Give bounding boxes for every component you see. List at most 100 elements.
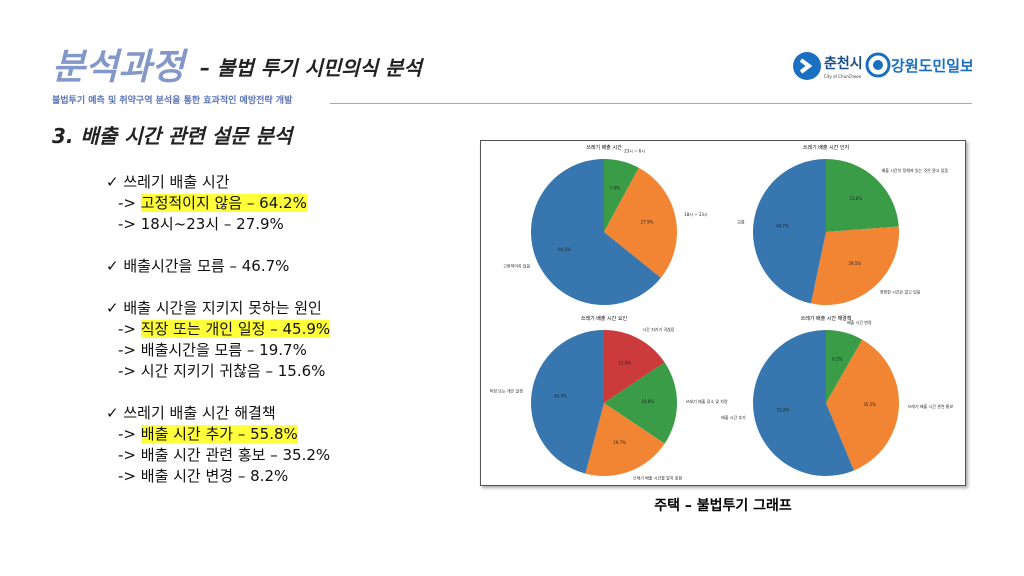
- pie-slice: [585, 403, 665, 476]
- item-text: 직장 또는 개인 일정 – 45.9%: [140, 320, 331, 338]
- caption: 주택 – 불법투기 그래프: [654, 498, 792, 514]
- arrow: ->: [118, 320, 136, 338]
- bullet-item: -> 직장 또는 개인 일정 – 45.9%: [106, 319, 331, 340]
- pie-slice: [604, 159, 639, 232]
- arrow: ->: [118, 446, 136, 464]
- bullet-group: ✓ 배출시간을 모름 – 46.7%: [106, 256, 330, 277]
- bullet-heading: ✓ 쓰레기 배출 시간 해결책: [106, 403, 330, 424]
- slice-value-label: 29.5%: [849, 261, 862, 266]
- tagline: 불법투기 예측 및 취약구역 분석을 통한 효과적인 예방전략 개발: [52, 96, 293, 106]
- bullet-group: ✓ 배출 시간을 지키지 못하는 원인 -> 직장 또는 개인 일정 – 45.9…: [106, 298, 331, 382]
- chart-image: 쓰레기 배출 시간 7.9% 23시 ~ 6시 27.9% 18시 ~ 23시 64.2%…: [480, 140, 966, 486]
- slice-value-label: 23.8%: [849, 196, 862, 201]
- city-name-en: City of ChunCheon: [824, 74, 862, 79]
- item-text: 배출시간을 모름 – 19.7%: [140, 341, 307, 359]
- slice-value-label: 8.2%: [832, 357, 842, 362]
- logos: 춘천시 City of ChunCheon 강원도민일보: [790, 44, 974, 88]
- heading-text: 쓰레기 배출 시간 해결책: [123, 404, 276, 422]
- slice-value-label: 46.7%: [776, 223, 789, 228]
- heading-text: 배출 시간을 지키지 못하는 원인: [123, 299, 322, 317]
- logo-graphics: 춘천시 City of ChunCheon 강원도민일보: [793, 52, 974, 80]
- slide-title: 분석과정: [52, 47, 185, 88]
- slice-category-label: 23시 ~ 6시: [624, 149, 645, 154]
- paper-logo-dot: [873, 60, 883, 70]
- bullet-group: ✓ 쓰레기 배출 시간 해결책 -> 배출 시간 추가 – 55.8% -> 배출 …: [106, 403, 330, 487]
- pie-slice: [753, 159, 826, 304]
- bullet-heading: ✓ 배출 시간을 지키지 못하는 원인: [106, 298, 330, 319]
- slice-value-label: 55.8%: [777, 408, 790, 413]
- pie-slice: [604, 362, 677, 444]
- bullet-item: -> 배출 시간 변경 – 8.2%: [106, 466, 330, 487]
- paper-name: 강원도민일보: [891, 57, 972, 75]
- slice-value-label: 19.7%: [613, 440, 626, 445]
- slice-value-label: 45.9%: [554, 393, 567, 398]
- section-title: 3. 배출 시간 관련 설문 분석: [52, 124, 293, 148]
- pie-slice: [826, 330, 863, 403]
- slice-value-label: 18.8%: [641, 399, 654, 404]
- slice-value-label: 27.9%: [641, 219, 654, 224]
- heading-text: 쓰레기 배출 시간: [123, 173, 230, 191]
- bullet-item: -> 배출 시간 관련 홍보 – 35.2%: [106, 445, 330, 466]
- pie-slice: [752, 330, 854, 476]
- item-text: 배출 시간 변경 – 8.2%: [140, 467, 289, 485]
- arrow: ->: [118, 341, 136, 359]
- bullet-heading: ✓ 배출시간을 모름 – 46.7%: [106, 256, 330, 277]
- pie-title: 쓰레기 배출 시간: [586, 144, 622, 151]
- slice-category-label: 배출 시간 추가: [721, 414, 746, 420]
- heading-text: 배출시간을 모름 – 46.7%: [123, 257, 290, 275]
- arrow: ->: [118, 362, 136, 380]
- bullet-item: -> 배출시간을 모름 – 19.7%: [106, 340, 330, 361]
- arrow: ->: [118, 467, 136, 485]
- slide-subtitle: – 불법 투기 시민의식 분석: [200, 56, 422, 80]
- slice-value-label: 64.2%: [558, 247, 571, 252]
- item-text: 배출 시간 추가 – 55.8%: [140, 425, 298, 443]
- bullet-item: -> 고정적이지 않음 – 64.2%: [106, 193, 330, 214]
- slice-category-label: 배출 시간 변경: [847, 319, 872, 325]
- check-mark: ✓: [106, 257, 119, 275]
- pie-title: 쓰레기 배출 시간 인지: [803, 144, 849, 151]
- item-text: 고정적이지 않음 – 64.2%: [140, 194, 307, 212]
- bullet-item: -> 18시~23시 – 27.9%: [106, 214, 330, 235]
- slice-category-label: 쓰레기 배출 시간을 알지 못함: [633, 474, 683, 480]
- slice-category-label: 고정적이지 않음: [503, 262, 530, 268]
- slice-category-label: 시간 지키기 귀찮음: [642, 326, 674, 332]
- slice-category-label: 쓰레기 배출 시간 관련 홍보: [908, 403, 954, 409]
- arrow: ->: [118, 194, 136, 212]
- pie-title: 쓰레기 배출 시간 해결책: [801, 315, 852, 322]
- slice-category-label: 모름: [737, 219, 745, 225]
- slice-category-label: 직장 또는 개인 일정: [490, 387, 524, 393]
- slice-category-label: 18시 ~ 23시: [684, 212, 708, 217]
- bullet-list: ✓ 쓰레기 배출 시간 -> 고정적이지 않음 – 64.2% -> 18시~23시…: [106, 172, 331, 508]
- check-mark: ✓: [106, 299, 119, 317]
- pie-title: 쓰레기 배출 시간 요인: [581, 315, 628, 322]
- pie-slice: [531, 330, 604, 474]
- item-text: 배출 시간 관련 홍보 – 35.2%: [140, 446, 331, 464]
- divider: [330, 103, 972, 104]
- slice-value-label: 35.2%: [863, 402, 876, 407]
- slice-category-label: 배출 시간이 정해져 있는 것은 알고 있음: [882, 167, 949, 173]
- item-text: 시간 지키기 귀찮음 – 15.6%: [140, 362, 326, 380]
- check-mark: ✓: [106, 173, 119, 191]
- bullet-heading: ✓ 쓰레기 배출 시간: [106, 172, 330, 193]
- pie-slice: [826, 339, 899, 471]
- slice-category-label: 정확한 시간은 알고 있음: [880, 288, 921, 294]
- pie-slice: [604, 330, 665, 403]
- bullet-group: ✓ 쓰레기 배출 시간 -> 고정적이지 않음 – 64.2% -> 18시~23시…: [106, 172, 330, 235]
- pie-charts: 쓰레기 배출 시간 7.9% 23시 ~ 6시 27.9% 18시 ~ 23시 64.2%…: [490, 144, 954, 480]
- city-logo-mark: [799, 58, 813, 74]
- bullet-item: -> 배출 시간 추가 – 55.8%: [106, 424, 330, 445]
- city-name: 춘천시: [824, 56, 863, 72]
- slice-value-label: 15.6%: [618, 360, 631, 365]
- arrow: ->: [118, 215, 136, 233]
- slice-category-label: 쓰레기 배출 장소 및 차량: [686, 398, 728, 404]
- pie-slice: [531, 159, 661, 305]
- slice-value-label: 7.9%: [610, 186, 620, 191]
- pie-slice: [810, 226, 899, 305]
- arrow: ->: [118, 425, 136, 443]
- pie-slice: [826, 159, 899, 232]
- bullet-item: -> 시간 지키기 귀찮음 – 15.6%: [106, 361, 330, 382]
- pie-slice: [604, 167, 677, 278]
- paper-logo-icon: [865, 52, 891, 78]
- item-text: 18시~23시 – 27.9%: [140, 215, 284, 233]
